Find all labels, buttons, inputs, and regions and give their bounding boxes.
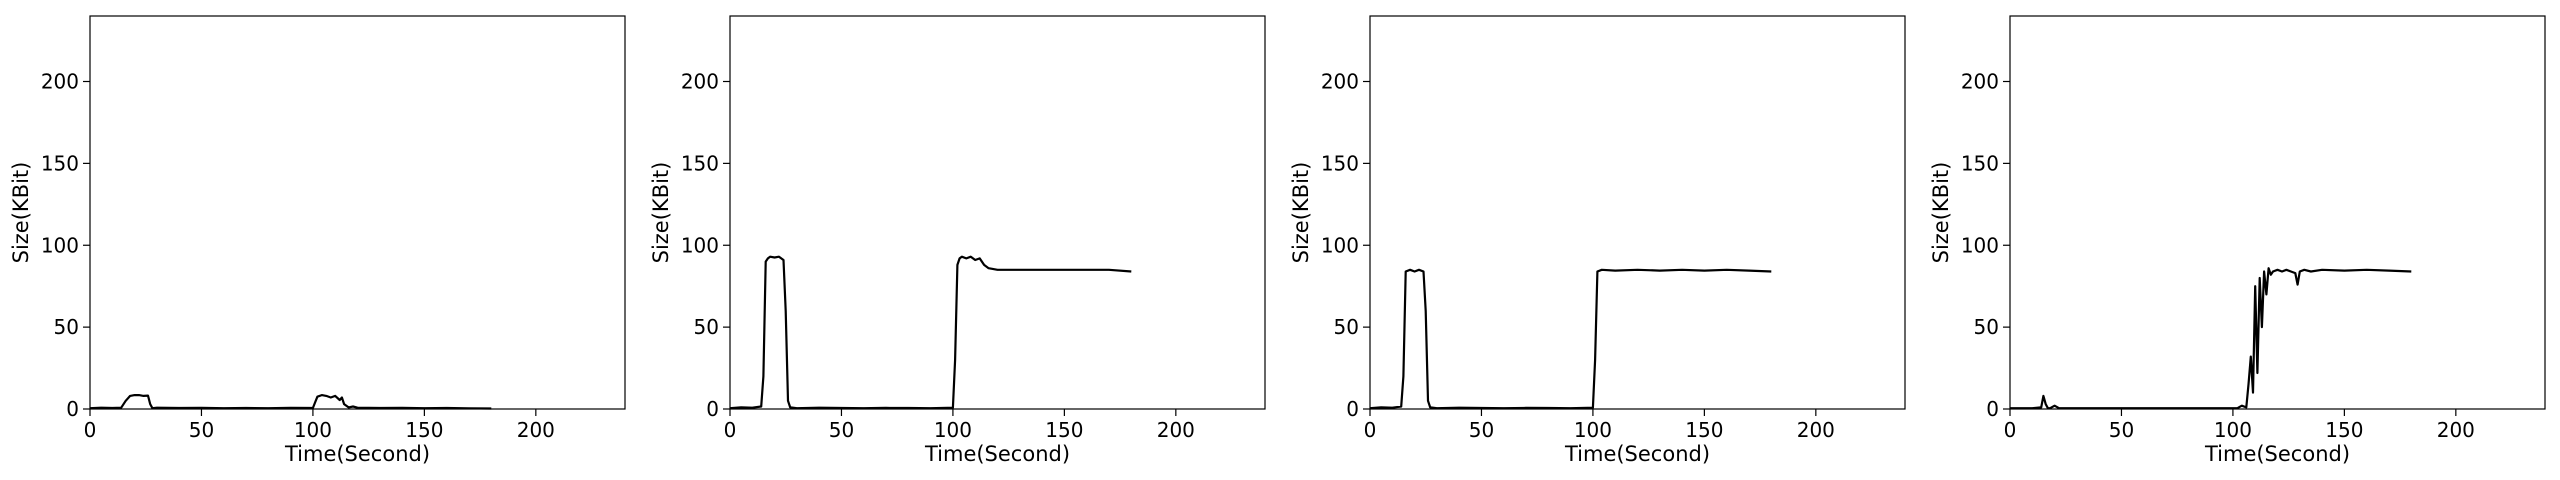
y-tick-label: 200 — [1961, 70, 1999, 94]
x-tick-label: 200 — [2437, 418, 2475, 442]
chart-panel-3: 0 50 100 150 200 0 50 100 150 200 Time(Second) Size… — [1289, 15, 1906, 466]
series-line-4-1 — [2010, 267, 2412, 410]
plot-frame — [89, 15, 626, 410]
x-tick-label: 50 — [2109, 418, 2134, 442]
y-tick-label: 50 — [1334, 315, 1359, 339]
y-tick-label: 100 — [681, 233, 719, 257]
x-tick-label: 50 — [189, 418, 214, 442]
series-line-1-1 — [89, 394, 492, 410]
y-tick-label: 200 — [681, 70, 719, 94]
y-tick-label: 150 — [41, 151, 79, 175]
y-tick-label: 0 — [706, 397, 719, 421]
x-tick-label: 0 — [724, 418, 737, 442]
y-tick-label: 0 — [66, 397, 79, 421]
y-tick-label: 200 — [1321, 70, 1359, 94]
y-tick-label: 150 — [1321, 151, 1359, 175]
x-tick-label: 100 — [934, 418, 972, 442]
x-tick-label: 100 — [2214, 418, 2252, 442]
x-tick-label: 50 — [829, 418, 854, 442]
y-axis-label: Size(KBit) — [1929, 162, 1953, 264]
x-tick-label: 150 — [1685, 418, 1723, 442]
chart-panel-1: 0 50 100 150 200 0 50 100 150 200 Time(Second) Size… — [9, 15, 626, 466]
y-axis-label: Size(KBit) — [649, 162, 673, 264]
x-tick-label: 200 — [1157, 418, 1195, 442]
x-tick-label: 100 — [294, 418, 332, 442]
x-tick-label: 50 — [1469, 418, 1494, 442]
plot-frame — [729, 15, 1266, 410]
x-tick-label: 150 — [1045, 418, 1083, 442]
y-axis-label: Size(KBit) — [9, 162, 33, 264]
x-axis-label: Time(Second) — [284, 442, 430, 466]
x-tick-label: 150 — [405, 418, 443, 442]
x-axis-label: Time(Second) — [1564, 442, 1710, 466]
y-tick-label: 50 — [54, 315, 79, 339]
y-tick-label: 100 — [1961, 233, 1999, 257]
x-tick-label: 200 — [517, 418, 555, 442]
y-axis-label: Size(KBit) — [1289, 162, 1313, 264]
x-axis-label: Time(Second) — [2204, 442, 2350, 466]
chart-panel-4: 0 50 100 150 200 0 50 100 150 200 Time(Second) Size… — [1929, 15, 2546, 466]
x-tick-label: 150 — [2325, 418, 2363, 442]
y-tick-label: 100 — [41, 233, 79, 257]
x-tick-label: 200 — [1797, 418, 1835, 442]
y-tick-label: 50 — [694, 315, 719, 339]
y-tick-label: 50 — [1974, 315, 1999, 339]
y-tick-label: 150 — [1961, 151, 1999, 175]
y-tick-label: 200 — [41, 70, 79, 94]
x-axis-label: Time(Second) — [924, 442, 1070, 466]
x-tick-label: 0 — [1364, 418, 1377, 442]
x-tick-label: 100 — [1574, 418, 1612, 442]
x-tick-label: 0 — [84, 418, 97, 442]
series-line-2-1 — [729, 255, 1132, 410]
series-line-3-1 — [1369, 268, 1772, 410]
x-tick-label: 0 — [2004, 418, 2017, 442]
plot-frame — [1369, 15, 1906, 410]
y-tick-label: 0 — [1346, 397, 1359, 421]
plot-frame — [2009, 15, 2546, 410]
y-tick-label: 0 — [1986, 397, 1999, 421]
y-tick-label: 100 — [1321, 233, 1359, 257]
y-tick-label: 150 — [681, 151, 719, 175]
chart-panel-2: 0 50 100 150 200 0 50 100 150 200 Time(Second) Size… — [649, 15, 1266, 466]
